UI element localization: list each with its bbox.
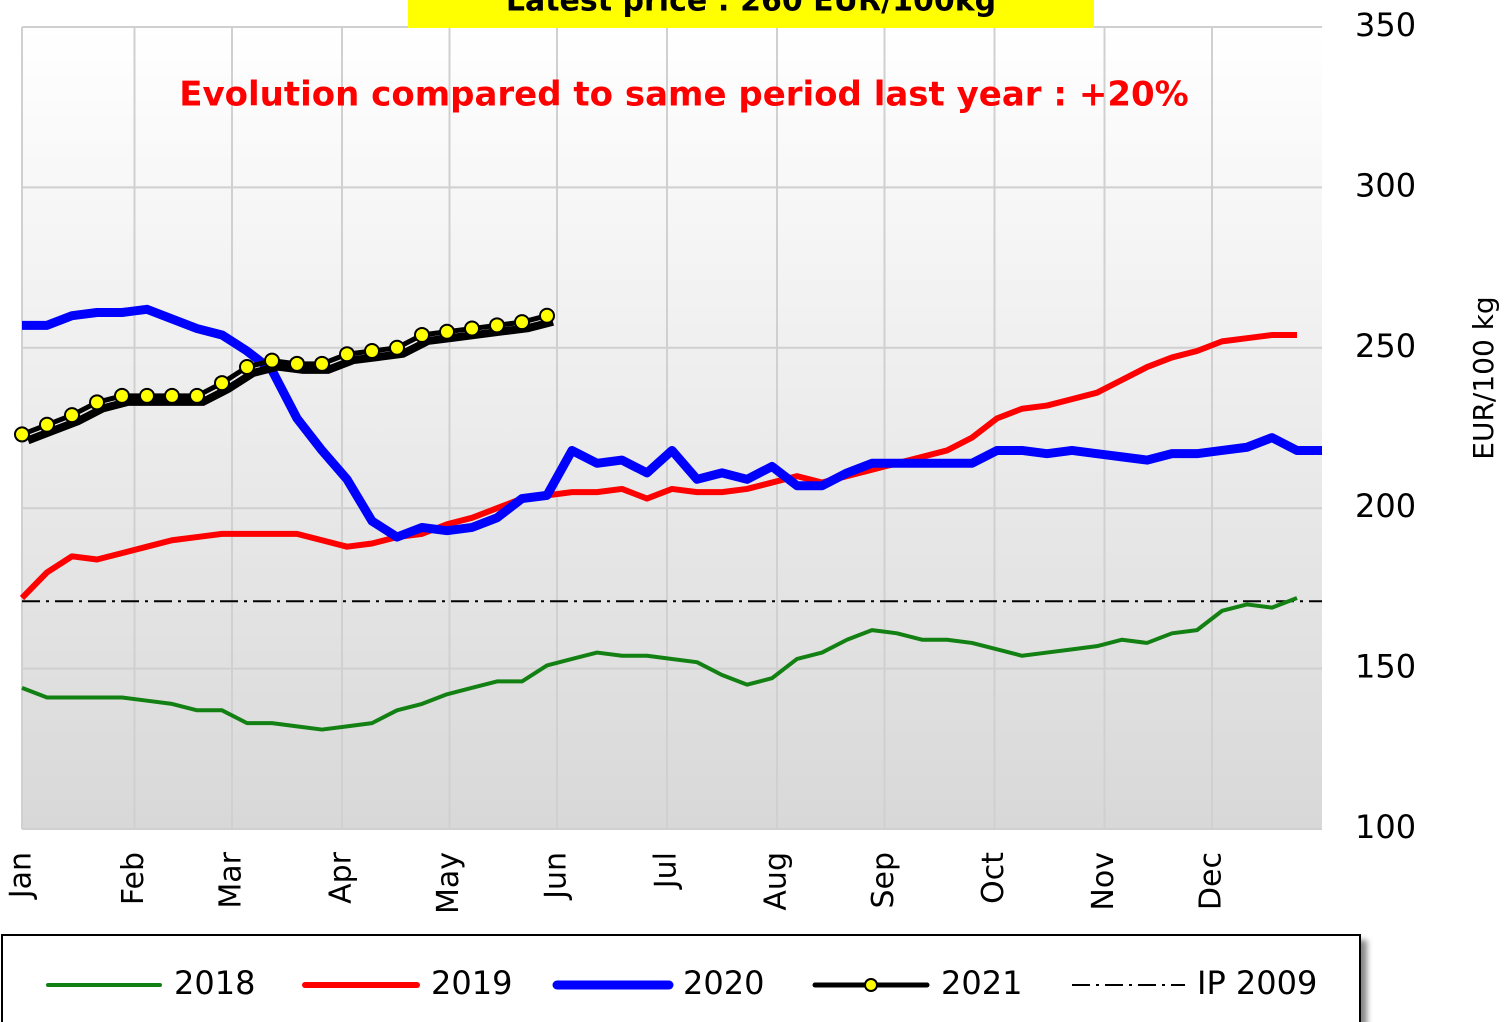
series-marker [164,387,180,404]
series-marker [239,359,255,376]
x-tick-label: Feb [116,852,151,905]
x-tick-label: Dec [1194,852,1229,910]
chart-title: Latest price : 260 EUR/100kg [506,0,996,19]
legend-label: 2020 [683,964,764,1002]
legend-marker [864,978,878,992]
y-tick-label: 100 [1355,808,1416,846]
x-tick-label: Nov [1086,852,1121,911]
y-tick-label: 200 [1355,487,1416,525]
series-marker [39,416,55,433]
series-marker [439,323,455,340]
legend-label: 2018 [174,964,255,1002]
x-tick-label: Aug [759,852,794,911]
series-marker [539,307,555,324]
y-tick-label: 250 [1355,327,1416,365]
series-marker [339,346,355,363]
y-axis-label: EUR/100 kg [1467,296,1500,459]
series-marker [264,352,280,369]
legend [1,934,1361,1022]
x-tick-label: May [431,852,466,914]
series-marker [389,339,405,356]
series-marker [414,326,430,343]
series-marker [214,375,230,392]
series-marker [14,426,30,443]
series-marker [114,387,130,404]
legend-label: 2019 [431,964,512,1002]
series-marker [139,387,155,404]
series-line [19,331,1297,601]
series-marker [314,355,330,372]
y-tick-label: 300 [1355,166,1416,204]
x-tick-label: Mar [214,851,249,908]
legend-label: 2021 [941,964,1022,1002]
x-tick-label: Apr [324,851,359,904]
x-tick-label: Jan [4,852,39,900]
series-line [21,313,548,437]
series-line [22,304,1322,542]
series-marker [489,317,505,334]
y-tick-label: 350 [1355,6,1416,44]
x-tick-label: Jun [539,852,574,901]
series-line [21,596,1298,732]
x-tick-label: Jul [649,852,684,890]
series-marker [289,355,305,372]
annotation: Evolution compared to same period last y… [179,75,1188,115]
series-marker [189,387,205,404]
series-marker [464,320,480,337]
title-box [408,0,1094,28]
series-marker [514,314,530,331]
series-marker [364,343,380,360]
series-marker [64,407,80,424]
x-tick-label: Oct [976,852,1011,904]
y-tick-label: 150 [1355,648,1416,686]
legend-label: IP 2009 [1197,964,1317,1002]
series-marker [89,394,105,411]
x-tick-label: Sep [866,852,901,909]
